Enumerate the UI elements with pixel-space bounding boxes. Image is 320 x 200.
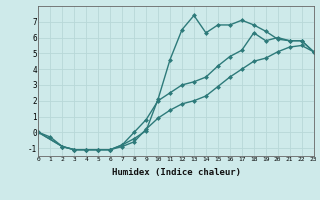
X-axis label: Humidex (Indice chaleur): Humidex (Indice chaleur) bbox=[111, 168, 241, 177]
